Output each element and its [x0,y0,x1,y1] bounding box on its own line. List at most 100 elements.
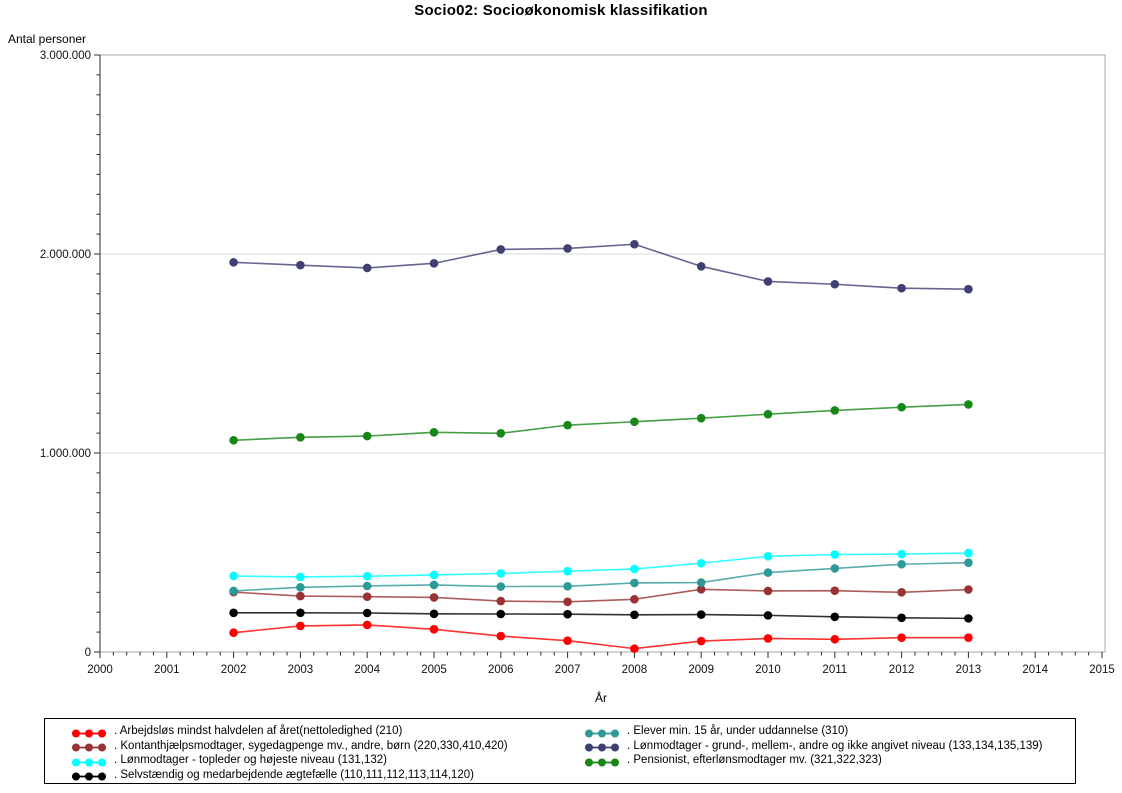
data-point [496,609,506,619]
data-point [763,568,773,577]
data-point [763,586,773,596]
line-marker-icon [584,755,620,767]
line-marker-icon [71,740,107,752]
legend-label: . Lønmodtager - grund-, mellem-, andre o… [627,739,1043,752]
data-point [830,279,840,289]
legend-item: . Selvstændig og medarbejdende ægtefælle… [71,768,508,783]
data-point [296,608,305,618]
data-point [696,262,706,271]
data-point [362,608,372,618]
y-axis-title: Antal personer [8,32,87,46]
x-axis-tick-label: 2011 [822,664,847,676]
line-marker-glyph [585,729,619,738]
x-axis-tick-label: 2010 [755,664,781,676]
x-axis-tick-label: 2006 [488,664,514,676]
data-point [964,633,973,642]
data-point [830,550,840,559]
data-point [964,548,973,558]
data-point [563,597,572,607]
legend-box: . Arbejdsløs mindst halvdelen af året(ne… [44,718,1076,784]
data-point [897,633,906,642]
legend-label: . Selvstændig og medarbejdende ægtefælle… [114,768,474,781]
data-point [964,585,973,594]
data-point [563,582,572,591]
data-point [496,631,506,641]
data-point [964,614,973,623]
data-point [229,608,238,618]
x-axis-tick-label: 2000 [87,664,113,676]
data-point [763,634,773,643]
data-point [897,402,906,412]
x-axis-tick-label: 2007 [555,664,581,676]
y-axis-tick-label: 2.000.000 [40,249,91,261]
line-marker-icon [584,726,620,738]
data-point [696,636,706,646]
data-point [897,549,906,559]
line-marker-glyph [585,758,619,767]
data-point [964,558,973,567]
series-line [233,403,969,442]
data-point [362,571,372,581]
data-point [229,435,238,445]
data-point [696,610,706,619]
series-line [233,624,969,650]
data-point [429,570,439,580]
data-point [630,578,639,588]
data-point [362,431,372,441]
legend-label: . Lønmodtager - topleder og højeste nive… [114,754,387,767]
data-point [897,283,906,293]
y-axis-tick-label: 3.000.000 [40,50,91,62]
data-point [630,610,639,620]
data-point [630,417,639,427]
data-point [229,258,238,267]
x-axis-tick-label: 2013 [956,664,982,676]
data-point [763,277,773,286]
legend-label: . Elever min. 15 år, under uddannelse (3… [627,725,849,738]
data-point [296,583,305,592]
line-marker-icon [71,726,107,738]
line-marker-glyph [585,743,619,752]
y-axis-tick-label: 0 [85,647,91,659]
data-point [830,634,840,644]
x-axis-tick-label: 2009 [688,664,714,676]
series-line [233,552,969,578]
series-line [233,588,969,603]
data-point [429,428,439,437]
data-point [897,588,906,597]
data-point [496,596,506,606]
data-point [696,558,706,568]
data-point [496,245,506,254]
data-point [630,644,639,653]
legend-label: . Pensionist, efterlønsmodtager mv. (321… [627,754,882,767]
data-point [496,428,506,438]
line-marker-glyph [72,758,106,767]
data-point [296,621,305,631]
data-point [830,406,840,415]
data-point [563,609,572,619]
legend-column-right: . Elever min. 15 år, under uddannelse (3… [584,724,1043,768]
data-point [563,636,572,645]
y-axis-tick-label: 1.000.000 [40,448,91,460]
data-point [630,594,639,604]
x-axis-tick-label: 2012 [889,664,915,676]
legend-item: . Pensionist, efterlønsmodtager mv. (321… [584,753,1043,768]
data-point [897,613,906,623]
data-point [296,572,305,582]
x-axis-tick-label: 2005 [421,664,447,676]
data-point [964,400,973,409]
legend-column-left: . Arbejdsløs mindst halvdelen af året(ne… [71,724,508,782]
x-axis-tick-label: 2004 [354,664,380,676]
data-point [229,586,238,596]
x-axis-tick-label: 2015 [1089,664,1115,676]
data-point [296,260,305,270]
data-point [429,625,439,634]
series-line [233,611,969,620]
plot-area: 0 1.000.000 2.000.000 3.000.000 2000 2001 2002… [40,50,1115,676]
line-marker-glyph [72,743,106,752]
data-point [496,569,506,578]
data-point [296,432,305,442]
series-line [233,561,969,592]
data-point [296,591,305,601]
legend-item: . Kontanthjælpsmodtager, sygedagpenge mv… [71,739,508,754]
data-point [696,413,706,423]
